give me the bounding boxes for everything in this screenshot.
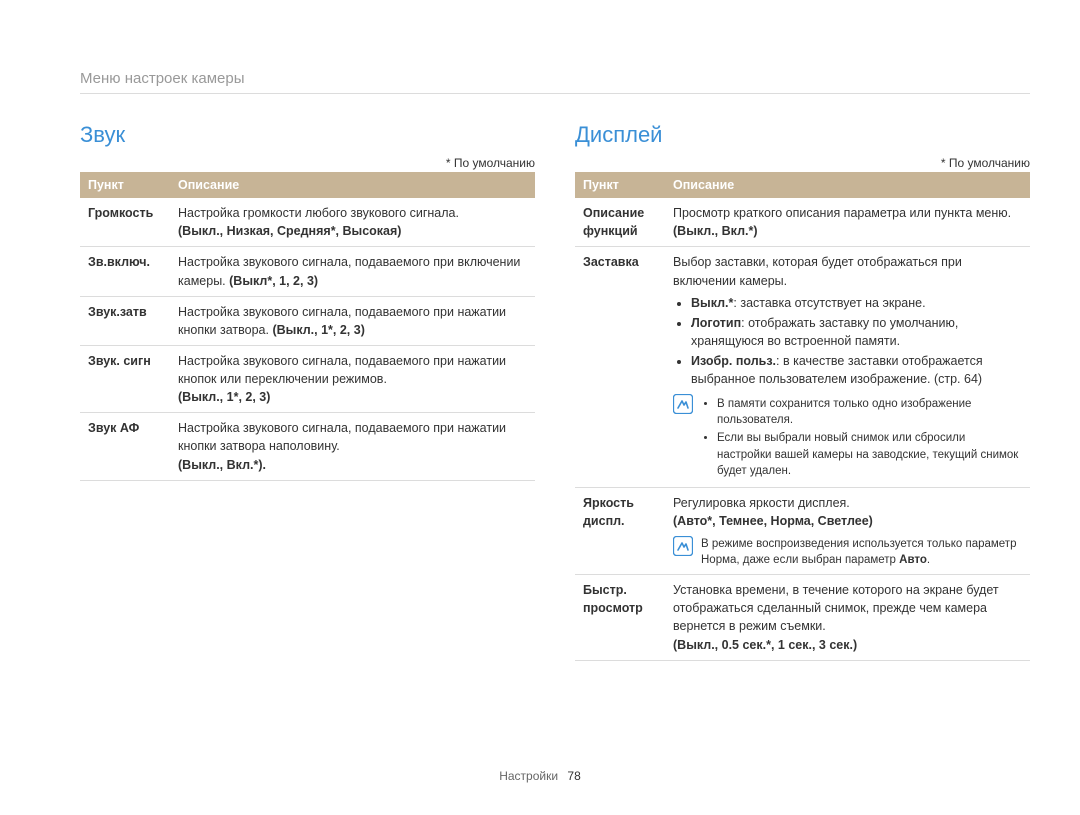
desc-text: Регулировка яркости дисплея. [673,496,850,510]
option-item: Изобр. польз.: в качестве заставки отобр… [691,352,1022,388]
option-label: Логотип [691,316,741,330]
table-header-item: Пункт [80,172,170,198]
default-note: * По умолчанию [575,156,1030,170]
item-desc: Регулировка яркости дисплея. (Авто*, Тем… [665,487,1030,574]
table-header-desc: Описание [170,172,535,198]
option-item: Логотип: отображать заставку по умолчани… [691,314,1022,350]
default-note: * По умолчанию [80,156,535,170]
desc-options: (Выкл*, 1, 2, 3) [229,274,318,288]
option-label: Изобр. польз. [691,354,776,368]
item-label: Громкость [80,198,170,247]
item-label: Описание функций [575,198,665,247]
note-bold: Авто [899,554,927,566]
manual-page: Меню настроек камеры Звук * По умолчанию… [0,0,1080,661]
item-label: Звук.затв [80,296,170,345]
sound-table: Пункт Описание Громкость Настройка громк… [80,172,535,481]
item-label: Яркость диспл. [575,487,665,574]
table-row: Яркость диспл. Регулировка яркости диспл… [575,487,1030,574]
footer-section: Настройки [499,769,558,783]
option-item: Выкл.*: заставка отсутствует на экране. [691,294,1022,312]
desc-text: Настройка звукового сигнала, подаваемого… [178,421,506,453]
table-row: Быстр. просмотр Установка времени, в теч… [575,575,1030,661]
desc-text: Настройка звукового сигнала, подаваемого… [178,354,506,386]
note-text: В режиме воспроизведения используется то… [701,536,1022,568]
display-section: Дисплей * По умолчанию Пункт Описание Оп… [575,122,1030,661]
item-label: Заставка [575,247,665,487]
note-bullet: Если вы выбрали новый снимок или сбросил… [717,430,1022,478]
desc-text: Просмотр краткого описания параметра или… [673,206,1011,220]
sound-heading: Звук [80,122,535,148]
desc-options: (Выкл., Вкл.*). [178,458,266,472]
item-desc: Выбор заставки, которая будет отображать… [665,247,1030,487]
item-desc: Просмотр краткого описания параметра или… [665,198,1030,247]
display-heading: Дисплей [575,122,1030,148]
item-label: Звук. сигн [80,345,170,412]
item-label: Зв.включ. [80,247,170,296]
page-footer: Настройки 78 [0,769,1080,783]
item-label: Быстр. просмотр [575,575,665,661]
table-row: Громкость Настройка громкости любого зву… [80,198,535,247]
desc-options: (Выкл., 0.5 сек.*, 1 сек., 3 сек.) [673,638,857,652]
desc-options: (Выкл., 1*, 2, 3) [178,390,270,404]
desc-text: Установка времени, в течение которого на… [673,583,999,633]
desc-options: (Авто*, Темнее, Норма, Светлее) [673,514,873,528]
note-icon [673,536,693,556]
item-desc: Настройка громкости любого звукового сиг… [170,198,535,247]
two-column-layout: Звук * По умолчанию Пункт Описание Громк… [80,122,1030,661]
item-desc: Установка времени, в течение которого на… [665,575,1030,661]
table-row: Зв.включ. Настройка звукового сигнала, п… [80,247,535,296]
item-desc: Настройка звукового сигнала, подаваемого… [170,247,535,296]
table-row: Звук.затв Настройка звукового сигнала, п… [80,296,535,345]
item-desc: Настройка звукового сигнала, подаваемого… [170,345,535,412]
desc-options: (Выкл., Вкл.*) [673,224,758,238]
note-box: В режиме воспроизведения используется то… [673,536,1022,568]
note-text: В памяти сохранится только одно изображе… [701,394,1022,480]
sound-section: Звук * По умолчанию Пункт Описание Громк… [80,122,535,661]
note-box: В памяти сохранится только одно изображе… [673,394,1022,480]
note-content: В режиме воспроизведения используется то… [701,538,1016,566]
table-header-desc: Описание [665,172,1030,198]
breadcrumb: Меню настроек камеры [80,70,1030,94]
desc-text: Выбор заставки, которая будет отображать… [673,255,962,287]
page-number: 78 [567,769,580,783]
item-desc: Настройка звукового сигнала, подаваемого… [170,296,535,345]
option-list: Выкл.*: заставка отсутствует на экране. … [673,294,1022,389]
item-desc: Настройка звукового сигнала, подаваемого… [170,413,535,480]
desc-options: (Выкл., 1*, 2, 3) [272,323,364,337]
table-header-item: Пункт [575,172,665,198]
note-bullet: В памяти сохранится только одно изображе… [717,396,1022,428]
table-row: Описание функций Просмотр краткого описа… [575,198,1030,247]
display-table: Пункт Описание Описание функций Просмотр… [575,172,1030,661]
note-icon [673,394,693,414]
option-label: Выкл.* [691,296,733,310]
table-row: Звук. сигн Настройка звукового сигнала, … [80,345,535,412]
desc-text: Настройка громкости любого звукового сиг… [178,206,459,220]
item-label: Звук АФ [80,413,170,480]
table-row: Заставка Выбор заставки, которая будет о… [575,247,1030,487]
desc-options: (Выкл., Низкая, Средняя*, Высокая) [178,224,401,238]
table-row: Звук АФ Настройка звукового сигнала, под… [80,413,535,480]
option-text: : заставка отсутствует на экране. [733,296,925,310]
